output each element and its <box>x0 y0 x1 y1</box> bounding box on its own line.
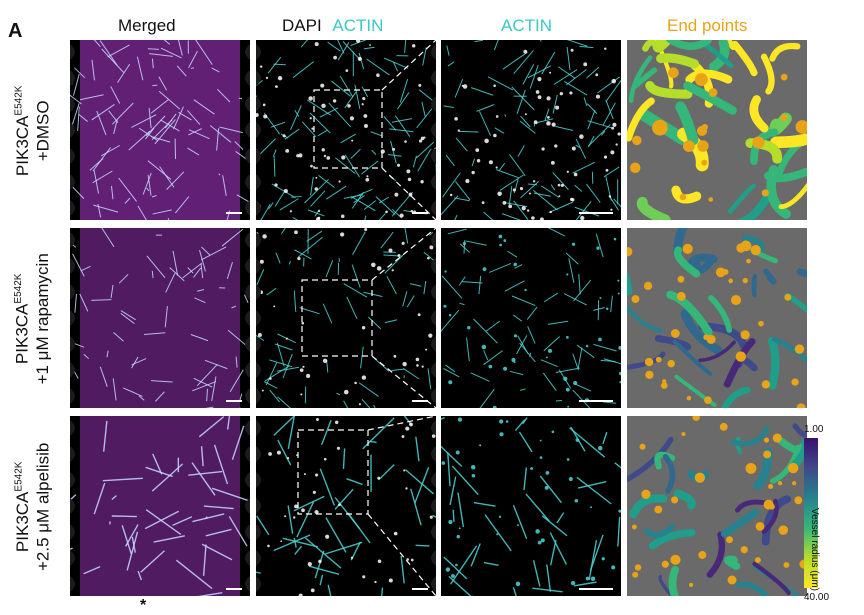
tile-merged-alpelisib <box>70 416 250 596</box>
scale-bar <box>412 212 428 214</box>
header-dapi-label: DAPI <box>282 16 322 35</box>
row-label-dmso: PIK3CAE542K +DMSO <box>0 40 62 222</box>
scale-bar <box>412 588 428 590</box>
colorbar-max-label: 40.00 <box>804 592 829 603</box>
scale-bar <box>412 400 428 402</box>
header-merged: Merged <box>118 16 176 36</box>
scale-bar <box>226 212 242 214</box>
scale-bar <box>579 212 613 214</box>
scale-bar <box>226 588 242 590</box>
tile-merged-dmso <box>70 40 250 220</box>
colorbar: 1.00 Vessel radius (μm) 40.00 <box>804 424 864 604</box>
colorbar-min-label: 1.00 <box>804 424 823 435</box>
scale-bar <box>579 400 613 402</box>
tile-actin-alpelisib <box>441 416 621 596</box>
header-dapi-actin: DAPI ACTIN <box>282 16 383 36</box>
tile-actin-rapamycin <box>441 228 621 408</box>
tile-render-rapamycin <box>627 228 807 408</box>
tile-actin-dmso <box>441 40 621 220</box>
tile-dapi-dmso <box>256 40 436 220</box>
row-label-alpelisib: PIK3CAE542K +2.5 μM alpelisib <box>0 416 62 598</box>
header-actin: ACTIN <box>501 16 552 36</box>
tile-merged-rapamycin <box>70 228 250 408</box>
tile-render-dmso <box>627 40 807 220</box>
header-end-points: End points <box>667 16 747 36</box>
tile-dapi-rapamycin <box>256 228 436 408</box>
scale-bar <box>579 588 613 590</box>
row-label-rapamycin: PIK3CAE542K +1 μM rapamycin <box>0 228 62 410</box>
header-actin-overlay-label: ACTIN <box>332 16 383 35</box>
scale-bar <box>226 400 242 402</box>
tile-dapi-alpelisib <box>256 416 436 596</box>
colorbar-title: Vessel radius (μm) <box>809 508 820 591</box>
tile-render-alpelisib <box>627 416 807 596</box>
footnote-asterisk: * <box>140 597 146 615</box>
